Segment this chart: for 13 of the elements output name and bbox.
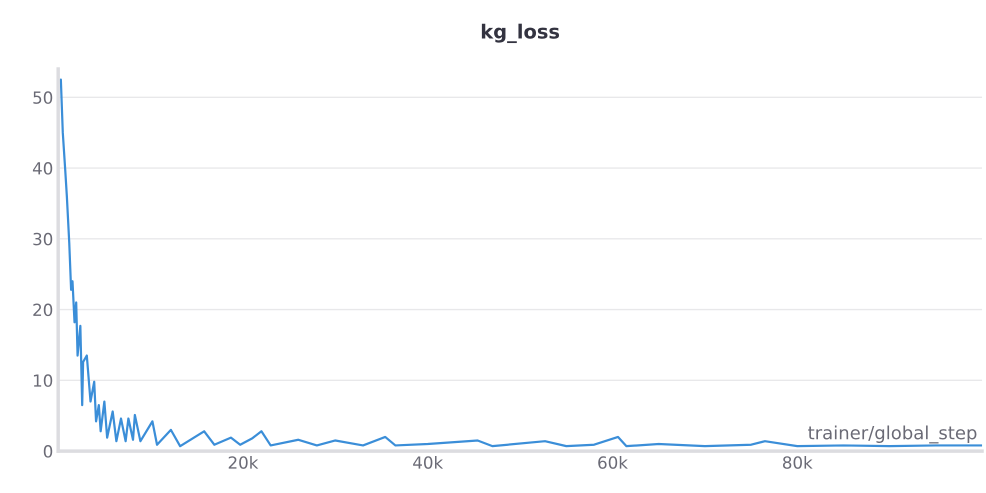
y-tick-label: 50	[33, 91, 52, 104]
y-tick-label: 30	[33, 232, 52, 246]
x-tick-label: 60k	[598, 456, 628, 469]
line-series	[60, 78, 982, 448]
y-tick-label: 10	[34, 374, 52, 387]
x-tick-label: 40k	[413, 456, 444, 469]
x-axis-title: trainer/global_step	[808, 425, 976, 444]
y-tick-label: 40	[32, 162, 52, 175]
y-tick-label: 20	[33, 304, 52, 316]
chart-title: kg_loss	[482, 24, 560, 44]
y-tick-label: 0	[44, 445, 52, 458]
x-tick-label: 20k	[228, 456, 258, 469]
x-tick-label: 80k	[782, 456, 813, 469]
